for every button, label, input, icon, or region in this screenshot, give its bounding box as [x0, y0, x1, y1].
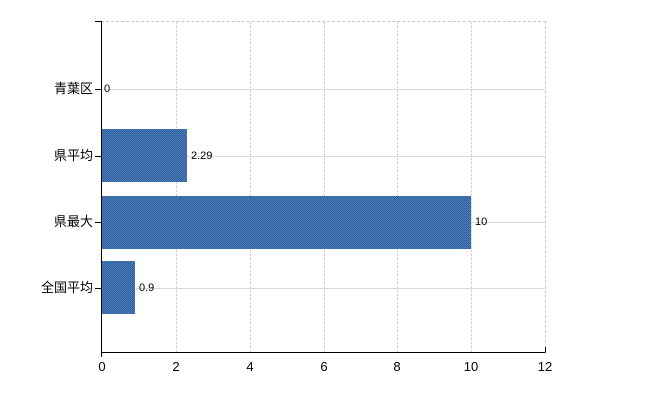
x-tick-label-0: 0 [98, 359, 106, 374]
bar-2 [102, 196, 471, 249]
bar-3 [102, 261, 135, 314]
y-axis-end-tick [95, 21, 102, 22]
x-tick-label-12: 12 [537, 359, 553, 374]
y-axis-tick-0 [95, 89, 102, 90]
category-label-0: 青葉区 [53, 81, 93, 96]
x-tick-label-2: 2 [172, 359, 180, 374]
category-label-2: 県最大 [53, 214, 93, 229]
gridline-horizontal-1 [102, 156, 545, 157]
gridline-vertical-6 [324, 22, 325, 352]
y-axis-tick-3 [95, 288, 102, 289]
bar-value-label-2: 10 [475, 216, 488, 228]
bar-value-label-1: 2.29 [191, 150, 213, 162]
bar-value-label-3: 0.9 [139, 282, 155, 294]
gridline-vertical-10 [471, 22, 472, 352]
y-axis-tick-1 [95, 156, 102, 157]
x-tick-label-4: 4 [246, 359, 254, 374]
gridline-horizontal-3 [102, 288, 545, 289]
x-tick-label-6: 6 [320, 359, 328, 374]
plot-area: 0 2.29 10 0.9 [101, 21, 546, 353]
bar-value-label-0: 0 [104, 83, 111, 95]
x-tick-label-10: 10 [463, 359, 479, 374]
category-label-1: 県平均 [53, 148, 93, 163]
category-label-3: 全国平均 [40, 280, 93, 295]
x-tick-label-8: 8 [393, 359, 401, 374]
gridline-vertical-2 [176, 22, 177, 352]
bar-1 [102, 129, 187, 182]
gridline-horizontal-0 [102, 89, 545, 90]
gridline-vertical-8 [397, 22, 398, 352]
x-axis-end-tick [545, 347, 546, 352]
gridline-vertical-4 [250, 22, 251, 352]
y-axis-tick-2 [95, 222, 102, 223]
x-axis-zero-stub [101, 352, 102, 357]
